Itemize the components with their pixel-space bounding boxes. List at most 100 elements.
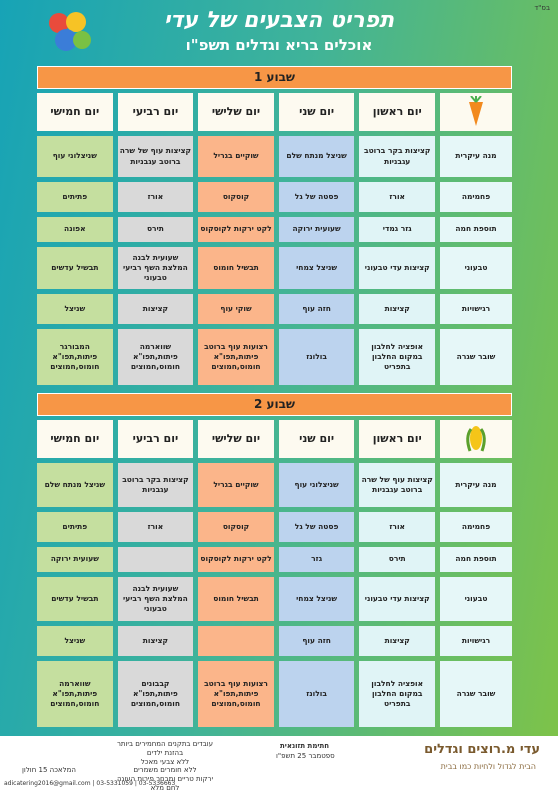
menu-cell: שוקי עוף — [198, 294, 274, 324]
corner-icon — [440, 93, 512, 131]
menu-cell: שניצל — [37, 294, 113, 324]
carrot-icon — [469, 96, 483, 126]
row-label: תוספת חמה — [440, 217, 512, 242]
menu-grid: יום ראשון יום שני יום שלישי יום רביעי יום חמ… — [37, 93, 512, 385]
corner-icon — [440, 420, 512, 458]
menu-cell: שוקיים בגריל — [198, 136, 274, 177]
menu-cell: גזר — [278, 547, 355, 572]
note: בהזנת ילדים — [146, 748, 184, 757]
menu-cell: קציצות — [359, 294, 435, 324]
menu-cell: שווארמה פיתות,תפו"א חומוס,חמוצים — [117, 329, 194, 385]
date: ספטמבר 25 תשפ"ו — [276, 752, 335, 760]
menu-cell: קציצות עדי טבעוני — [359, 577, 435, 621]
row-label: טבעוני — [440, 247, 512, 289]
menu-cell: תבשיל עדשים — [37, 577, 113, 621]
menu-cell: קוסקוס — [198, 182, 274, 212]
menu-cell: פסטה של גל — [278, 512, 355, 542]
menu-cell: חזה עוף — [278, 294, 355, 324]
menu-cell: תירס — [359, 547, 435, 572]
menu-cell: חזה עוף — [278, 626, 355, 656]
notes: עובדים בתקנים המחמירים ביותר בהזנת ילדים ל… — [110, 740, 220, 790]
row-label: טבעוני — [440, 577, 512, 621]
note: ירקות טריים ומבחר פירות העונה — [116, 775, 214, 783]
week-1: שבוע 1 יום ראשון יום שני יום שלישי יום רביעי… — [37, 66, 512, 385]
day-header: יום חמישי — [37, 93, 113, 131]
corn-icon — [466, 426, 486, 452]
brand: עדי מ.רוצים וגדלים — [424, 742, 540, 757]
address: המלאכה 15 חולון — [22, 766, 76, 774]
menu-cell: קציצות בקר ברוטב עגבניות — [117, 463, 194, 507]
menu-cell: רצועות עוף ברוטב פיתות,תפו"א חומוס,חמוצי… — [198, 329, 274, 385]
menu-cell: שניצל מנתח שלם — [278, 136, 355, 177]
menu-cell: לקט ירקות לקוסקוס — [198, 217, 274, 242]
row-label: מנה עיקרית — [440, 463, 512, 507]
menu-cell: שניצלוני עוף — [37, 136, 113, 177]
subtitle: אוכלים בריא וגדלים תשפ"ו — [185, 36, 373, 54]
day-header: יום שלישי — [198, 93, 274, 131]
hands-logo — [49, 12, 91, 51]
menu-cell: בולונז — [278, 661, 355, 727]
menu-cell: שניצל — [37, 626, 113, 656]
menu-grid: יום ראשון יום שני יום שלישי יום רביעי יום חמ… — [37, 420, 512, 727]
note: עובדים בתקנים המחמירים ביותר — [116, 740, 214, 748]
row-label: שובר שגרה — [440, 661, 512, 727]
header-tag: בס"ד — [534, 4, 550, 12]
menu-cell: אפונה — [37, 217, 113, 242]
signature: חתימת תזונאית — [280, 742, 330, 750]
menu-cell: תבשיל חומוס — [198, 577, 274, 621]
menu-cell: קוסקוס — [198, 512, 274, 542]
menu-cell: לקט ירקות לקוסקוס — [198, 547, 274, 572]
row-label: תוספת חמה — [440, 547, 512, 572]
menu-cell: פתיתים — [37, 512, 113, 542]
menu-cell: קציצות — [359, 626, 435, 656]
row-label: מנה עיקרית — [440, 136, 512, 177]
menu-cell: שעועית לבנה המלצת השף רביעי טבעוני — [117, 577, 194, 621]
day-header: יום ראשון — [359, 420, 435, 458]
menu-cell — [117, 547, 194, 572]
menu-cell: קציצות עוף של שרה ברוטב עגבניות — [359, 463, 435, 507]
contact: adicatering2016@gmail.com | 03-5331059 |… — [4, 780, 176, 787]
day-header: יום רביעי — [117, 93, 194, 131]
menu-cell: אורז — [359, 512, 435, 542]
day-header: יום שלישי — [198, 420, 274, 458]
week-title: שבוע 1 — [37, 66, 512, 89]
menu-cell: תירס — [117, 217, 194, 242]
menu-cell: שניצל צמחי — [278, 247, 355, 289]
menu-cell: אופציה לחלבון במקום החלבון בתפריט — [359, 661, 435, 727]
day-header: יום ראשון — [359, 93, 435, 131]
menu-cell: שעועית ירוקה — [278, 217, 355, 242]
row-label: רגישויות — [440, 626, 512, 656]
row-label: שובר שגרה — [440, 329, 512, 385]
note: ללא חומרים משמרים — [133, 766, 197, 775]
menu-cell: קציצות עוף של שרה ברוטב עגבניות — [117, 136, 194, 177]
menu-cell: אורז — [359, 182, 435, 212]
day-header: יום רביעי — [117, 420, 194, 458]
menu-cell — [198, 626, 274, 656]
row-label: רגישויות — [440, 294, 512, 324]
menu-cell: פתיתים — [37, 182, 113, 212]
menu-cell: המבורגר פיתות,תפו"א חומוס,חמוצים — [37, 329, 113, 385]
day-header: יום שני — [278, 93, 355, 131]
note: לחם מלא — [150, 783, 180, 790]
menu-cell: רצועות עוף ברוטב פיתות,תפו"א חומוס,חמוצי… — [198, 661, 274, 727]
slogan: הבית לגדול ולחיות כמו בבית — [440, 762, 536, 771]
menu-cell: שווארמה פיתות,תפו"א חומוס,חמוצים — [37, 661, 113, 727]
menu-cell: שוקיים בגריל — [198, 463, 274, 507]
menu-cell: אופציה לחלבון במקום החלבון בתפריט — [359, 329, 435, 385]
menu-cell: אורז — [117, 512, 194, 542]
day-header: יום שני — [278, 420, 355, 458]
row-label: פחמימה — [440, 182, 512, 212]
menu-cell: קציצות — [117, 626, 194, 656]
day-header: יום חמישי — [37, 420, 113, 458]
menu-cell: שעועית ירוקה — [37, 547, 113, 572]
menu-cell: אורז — [117, 182, 194, 212]
menu-cell: שניצל צמחי — [278, 577, 355, 621]
menu-cell: תבשיל חומוס — [198, 247, 274, 289]
menu-cell: תבשיל עדשים — [37, 247, 113, 289]
menu-cell: קבבונים פיתות,תפו"א חומוס,חמוצים — [117, 661, 194, 727]
menu-cell: שניצלוני עוף — [278, 463, 355, 507]
menu-cell: שעועית לבנה המלצת השף רביעי טבעוני — [117, 247, 194, 289]
title: תפריט הצבעים של עדי — [163, 8, 395, 33]
week-2: שבוע 2 יום ראשון יום שני יום שלישי יום רביעי… — [37, 393, 512, 727]
